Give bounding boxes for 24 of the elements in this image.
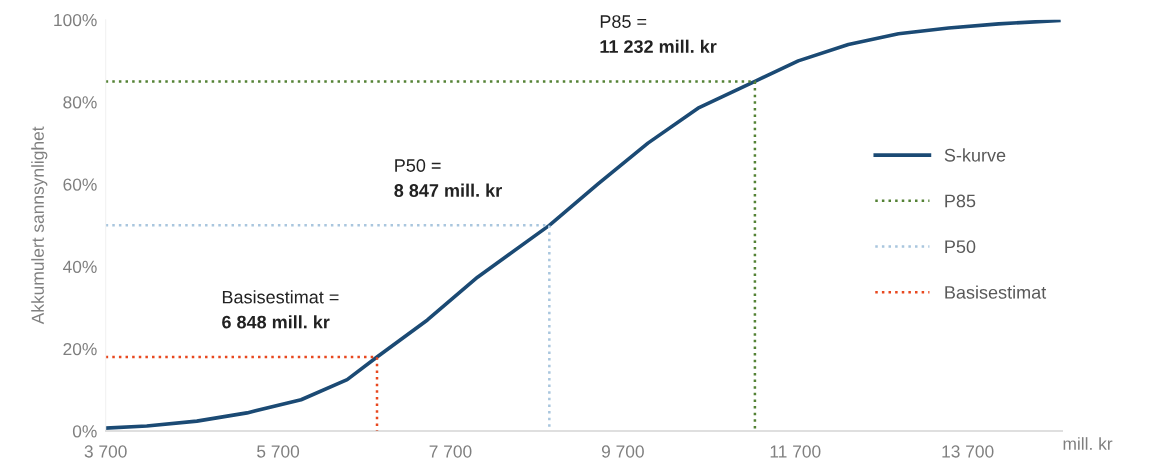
annotation: P50 = <box>395 159 441 172</box>
legend-label: S-kurve <box>944 148 1006 162</box>
annotation: P85 = <box>600 15 647 28</box>
x-tick-label: 13 700 <box>942 445 994 458</box>
annotation: Basisestimat = <box>222 290 339 304</box>
x-tick-label: 3 700 <box>84 445 127 458</box>
y-tick-label: 80% <box>63 96 97 109</box>
x-axis-title: mill. kr <box>1063 437 1113 450</box>
y-tick-label: 20% <box>63 342 97 356</box>
annotation: 6 848 mill. kr <box>222 315 330 329</box>
x-tick-label: 9 700 <box>601 445 644 458</box>
y-axis-title: Akkumulert sannsynlighet <box>31 126 48 325</box>
y-tick-label: 0% <box>72 425 97 438</box>
annotation: 11 232 mill. kr <box>600 39 717 53</box>
x-tick-label: 5 700 <box>257 445 300 458</box>
legend-label: P50 <box>945 240 976 254</box>
legend-label: P85 <box>945 194 976 208</box>
y-tick-label: 40% <box>62 260 97 273</box>
y-tick-label: 100% <box>54 13 97 27</box>
x-tick-label: 11 700 <box>770 445 821 458</box>
x-tick-label: 7 700 <box>429 445 472 458</box>
y-tick-label: 60% <box>63 178 97 191</box>
legend-label: Basisestimat <box>945 285 1047 299</box>
annotation: 8 847 mill. kr <box>394 183 502 197</box>
